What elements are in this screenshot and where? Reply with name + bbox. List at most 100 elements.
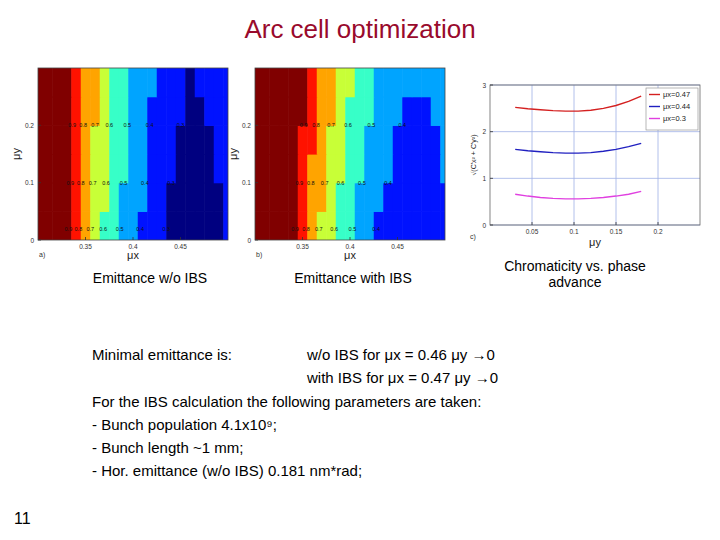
contour-label: 0.4 [372,226,380,232]
heat-cell [71,125,81,154]
body-text: - Hor. emittance (w/o IBS) 0.181 nm*rad; [92,462,362,479]
heat-cell [393,183,403,212]
heat-cell [223,68,228,97]
series-line [515,191,641,198]
x-tick-label: 0.45 [391,243,404,250]
heat-cell [138,183,148,212]
heat-cell [147,183,157,212]
heat-cell [157,154,167,183]
heat-cell [204,154,214,183]
heat-cell [214,154,224,183]
heat-cell [431,211,441,240]
heat-cell [402,125,412,154]
y-axis-label: μy [227,148,239,160]
heat-cell [81,125,91,154]
heat-cell [269,125,279,154]
heat-cell [336,68,346,97]
y-tick [38,240,41,241]
contour-label: 0.5 [116,226,124,232]
y-tick [255,240,258,241]
contour-label: 0.8 [79,122,87,128]
heat-cell [147,154,157,183]
y-axis-label: √(C'x² + C'y²) [470,135,478,176]
heat-cell [298,68,308,97]
heat-cell [195,68,205,97]
heat-cell [421,211,431,240]
heat-cell [214,68,224,97]
heat-cell [307,68,317,97]
heat-cell [71,211,81,240]
heat-cell [147,211,157,240]
x-tick [133,237,134,240]
heat-cell [269,97,279,126]
title: Arc cell optimization [0,14,720,45]
y-tick-label: 0 [247,237,251,244]
panel-label: b) [256,251,262,259]
heat-cell [260,125,270,154]
contour-label: 0.7 [321,180,329,186]
heat-cell [166,183,176,212]
contour-label: 0.3 [162,226,170,232]
heat-cell [298,125,308,154]
heat-cell [43,154,53,183]
heat-cell [166,125,176,154]
heat-cell [109,68,119,97]
heat-cell [431,125,441,154]
heat-cell [269,154,279,183]
body-text: For the IBS calculation the following pa… [92,393,481,410]
heat-cell [38,183,43,212]
heat-cell [402,154,412,183]
heat-cell [119,125,129,154]
panel-label: a) [39,251,45,259]
plot-frame [255,68,445,240]
x-tick-label: 0.05 [526,228,539,235]
heat-cell [147,68,157,97]
contour-label: 0.5 [358,180,366,186]
plot-area [490,85,700,225]
slide: Arc cell optimizationEmittance w/o IBSEm… [0,0,720,540]
legend-box [646,88,698,130]
contour-label: 0.7 [315,226,323,232]
heat-cell [176,183,186,212]
caption: Chromaticity vs. phase advance [490,258,660,290]
heat-cell [326,183,336,212]
heat-cell [255,183,260,212]
contour-label: 0.8 [307,180,315,186]
heat-cell [421,125,431,154]
heat-cell [421,183,431,212]
heat-cell [52,125,62,154]
heat-cell [364,154,374,183]
x-tick [397,237,398,240]
heat-cell [336,125,346,154]
contour-label: 0.9 [300,122,308,128]
legend: μx=0.47μx=0.44μx=0.3 [646,88,698,130]
heat-cell [119,68,129,97]
heat-cell [109,154,119,183]
heat-cell [62,211,72,240]
contour-label: 0.4 [384,180,392,186]
heat-cell [138,68,148,97]
heat-cell [43,183,53,212]
grid-line [574,85,575,225]
x-tick-label: 0.2 [653,228,662,235]
heat-cell [157,97,167,126]
heat-cell [421,68,431,97]
y-tick-label: 0 [30,237,34,244]
heat-cell [195,211,205,240]
contour-label: 0.8 [77,180,85,186]
body-text: Minimal emittance is: [92,346,232,363]
contour-label: 0.7 [86,226,94,232]
plot-frame [490,85,700,225]
y-tick [490,178,493,179]
heat-cell [431,183,441,212]
heat-cell [345,183,355,212]
panel-label: c) [470,233,476,241]
heat-cell [176,125,186,154]
body-text: w/o IBS for μx = 0.46 μy →0 [307,346,495,363]
heat-cell [374,183,384,212]
heat-cell [383,211,393,240]
heat-cell [176,154,186,183]
heat-cell [100,68,110,97]
heat-cell [440,183,445,212]
contour-label: 0.6 [99,226,107,232]
